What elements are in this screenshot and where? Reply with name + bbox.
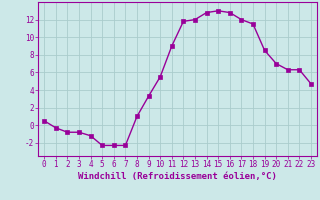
X-axis label: Windchill (Refroidissement éolien,°C): Windchill (Refroidissement éolien,°C) <box>78 172 277 181</box>
